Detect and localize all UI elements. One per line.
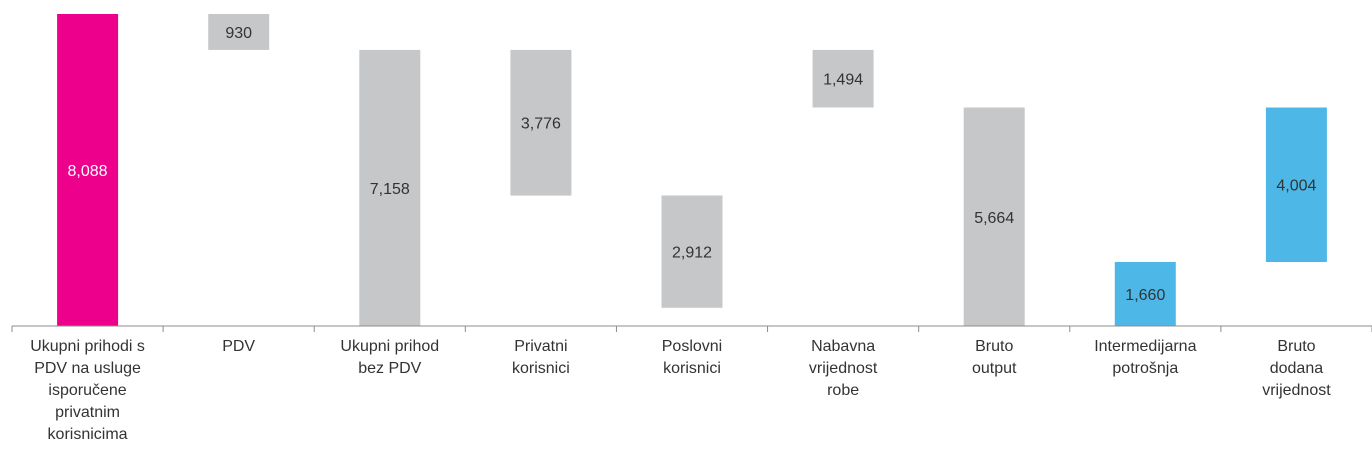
bar-value-label: 1,660 [1125, 287, 1165, 304]
category-label: Poslovni korisnici [662, 338, 722, 377]
bar-6 [963, 107, 1025, 326]
bar-3 [510, 49, 572, 196]
category-label: Ukupni prihodi s PDV na usluge isporučene p… [30, 338, 145, 443]
category-label: Intermedijarna potrošnja [1094, 338, 1196, 377]
bar-value-label: 7,158 [370, 181, 410, 198]
category-label: Ukupni prihod bez PDV [340, 338, 439, 377]
bar-value-label: 4,004 [1276, 178, 1316, 195]
bar-value-label: 2,912 [672, 245, 712, 262]
bar-value-label: 5,664 [974, 210, 1014, 227]
bar-4 [661, 195, 723, 308]
bar-value-label: 3,776 [521, 116, 561, 133]
category-label: PDV [222, 338, 255, 355]
bar-value-label: 1,494 [823, 72, 863, 89]
category-label: Privatni korisnici [512, 338, 570, 377]
category-label: Bruto output [972, 338, 1017, 377]
bar-0 [57, 14, 119, 326]
bar-7 [1114, 262, 1176, 326]
category-label: Bruto dodana vrijednost [1262, 338, 1331, 399]
bar-2 [359, 49, 421, 327]
category-label: Nabavna vrijednost robe [809, 338, 878, 399]
bar-5 [812, 49, 874, 108]
bar-value-label: 930 [225, 25, 252, 42]
bar-8 [1265, 107, 1327, 262]
bar-1 [208, 14, 270, 50]
bar-value-label: 8,088 [68, 163, 108, 180]
